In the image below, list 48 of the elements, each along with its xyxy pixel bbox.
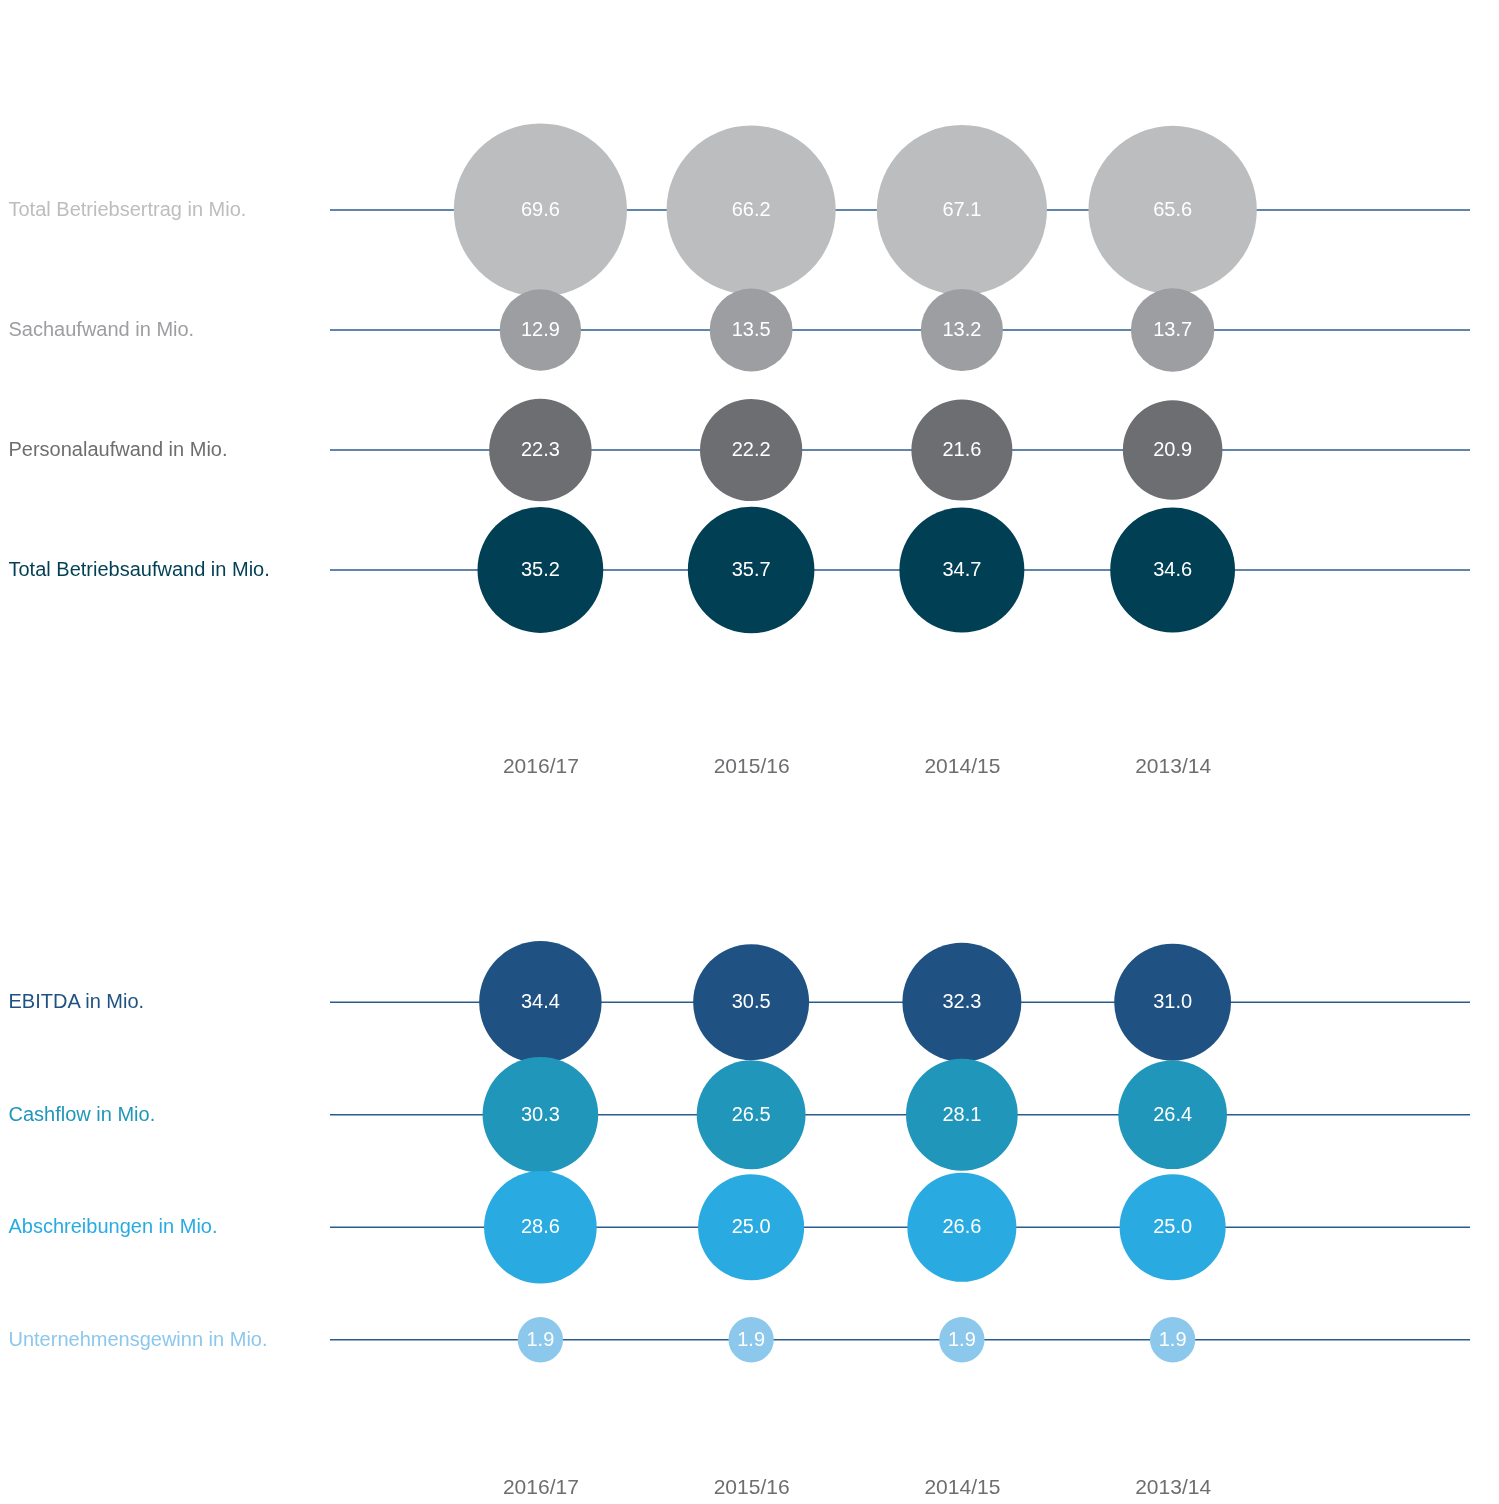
data-label: 65.6: [1153, 198, 1193, 220]
data-label: 25.0: [731, 1215, 771, 1238]
data-label: 13.7: [1153, 318, 1193, 340]
data-label: 1.9: [737, 1327, 766, 1350]
data-label: 32.3: [942, 990, 982, 1013]
data-label: 12.9: [520, 318, 560, 340]
data-label: 34.7: [942, 558, 982, 580]
data-label: 35.7: [731, 558, 771, 580]
data-label: 67.1: [942, 198, 982, 220]
data-label: 28.6: [520, 1215, 560, 1238]
category-label: 2014/15: [924, 753, 1001, 777]
category-label: 2014/15: [924, 1474, 1001, 1498]
data-label: 35.2: [520, 558, 560, 580]
data-label: 26.6: [942, 1215, 982, 1238]
text: Total Betriebsaufwand in Mio.: [8, 558, 270, 580]
data-label: 30.3: [520, 1102, 560, 1125]
data-label: 20.9: [1153, 438, 1193, 460]
data-label: 28.1: [942, 1102, 982, 1125]
text: Personalaufwand in Mio.: [8, 438, 228, 460]
category-label: 2016/17: [502, 1474, 579, 1498]
text: Sachaufwand in Mio.: [8, 318, 195, 340]
data-label: 13.5: [731, 318, 771, 340]
text: Abschreibungen in Mio.: [8, 1215, 218, 1238]
data-label: 69.6: [520, 198, 560, 220]
data-label: 66.2: [731, 198, 771, 220]
category-label: 2015/16: [713, 753, 790, 777]
category-label: 2013/14: [1135, 1474, 1212, 1498]
data-label: 22.2: [731, 438, 771, 460]
data-label: 30.5: [731, 990, 771, 1013]
data-label: 1.9: [1158, 1327, 1187, 1350]
category-label: 2015/16: [713, 1474, 790, 1498]
data-label: 13.2: [942, 318, 982, 340]
data-label: 26.4: [1153, 1102, 1193, 1125]
category-label: 2013/14: [1135, 753, 1212, 777]
data-label: 1.9: [947, 1327, 976, 1350]
data-label: 31.0: [1153, 990, 1193, 1013]
data-label: 1.9: [526, 1327, 555, 1350]
text: Cashflow in Mio.: [8, 1102, 156, 1125]
data-label: 25.0: [1153, 1215, 1193, 1238]
text: EBITDA in Mio.: [8, 990, 145, 1013]
category-label: 2016/17: [502, 753, 579, 777]
text: Total Betriebsertrag in Mio.: [8, 198, 247, 220]
data-label: 34.6: [1153, 558, 1193, 580]
data-label: 22.3: [520, 438, 560, 460]
data-label: 21.6: [942, 438, 982, 460]
data-label: 26.5: [731, 1102, 771, 1125]
text: Unternehmensgewinn in Mio.: [8, 1327, 268, 1350]
data-label: 34.4: [520, 990, 560, 1013]
